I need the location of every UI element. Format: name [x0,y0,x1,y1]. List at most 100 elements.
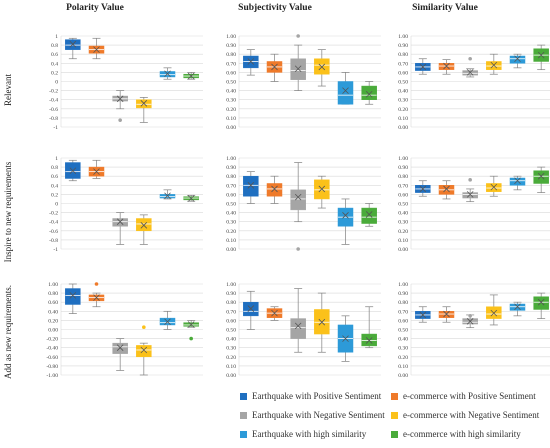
y-tick-label: 0.80 [226,174,236,180]
y-tick-label: 0.60 [226,70,236,76]
legend-swatch [391,430,398,438]
mean-marker [140,100,148,107]
box [337,81,354,105]
mean-marker [93,294,100,301]
mean-marker [514,55,521,63]
y-tick-label: 0.80 [398,300,408,306]
mean-marker [247,58,255,65]
legend-item: e-commerce with high similarity [391,429,521,439]
mean-marker [164,192,171,200]
y-tick-label: 0.60 [398,70,408,76]
y-tick-label: 0.20 [398,355,408,361]
y-tick-label: 0.50 [226,80,236,86]
y-tick-label: -0.2 [49,211,58,217]
mean-marker [247,305,255,312]
mean-marker [342,87,349,94]
mean-marker [187,321,195,328]
y-tick-label: 0.20 [398,107,408,113]
y-tick-label: 0.30 [226,346,236,352]
y-tick-label: 1 [55,34,58,40]
y-tick-label: 1 [55,156,58,162]
y-tick-label: 0.30 [398,220,408,226]
mean-marker [116,344,124,351]
legend: Earthquake with Positive Sentiment e-comm… [240,388,546,444]
y-tick-label: 0.80 [398,52,408,58]
y-tick-label: 0.10 [398,364,408,370]
box [290,189,306,211]
y-tick-label: 0.40 [226,211,236,217]
y-tick-label: -0.8 [49,116,58,122]
mean-marker [140,222,148,229]
box [266,183,283,197]
y-tick-label: 0.00 [398,125,408,131]
column-title: Subjectivity Value [238,3,312,13]
box [533,170,549,184]
mean-marker [365,337,373,344]
mean-marker [93,46,100,53]
y-tick-label: 0.90 [398,291,408,297]
mean-marker [318,63,326,71]
mean-marker [342,335,349,342]
y-tick-label: 0.00 [398,373,408,379]
mean-marker [419,185,427,193]
y-tick-label: -1.00 [46,373,58,379]
box [112,342,128,354]
mean-marker [514,177,521,185]
box [65,288,81,305]
box [112,218,128,227]
y-tick-label: 0.60 [226,318,236,324]
box [509,177,526,186]
y-tick-label: -0.20 [46,337,58,343]
box [361,207,377,224]
outlier-point [296,34,300,38]
y-tick-label: 0.40 [398,211,408,217]
mean-marker [466,69,474,76]
y-tick-label: 0.6 [51,174,58,180]
column-title: Polarity Value [66,3,124,13]
y-tick-label: 0.00 [226,373,236,379]
mean-marker [294,65,302,73]
legend-swatch [391,411,398,419]
mean-marker [466,191,474,198]
box [533,296,549,310]
mean-marker [365,211,373,218]
y-tick-label: 0.60 [398,192,408,198]
legend-label: Earthquake with Positive Sentiment [252,391,382,401]
box [243,175,259,197]
y-tick-label: 1.00 [48,282,58,288]
y-tick-label: -0.6 [49,107,58,113]
mean-marker [294,193,302,201]
mean-marker [365,90,373,98]
mean-marker [271,185,278,193]
y-tick-label: 0.20 [398,229,408,235]
y-tick-label: 0.80 [226,52,236,58]
mean-marker [443,185,450,193]
mean-marker [514,303,521,311]
y-tick-label: 0.00 [226,125,236,131]
mean-marker [342,212,349,219]
mean-marker [116,95,124,103]
y-tick-label: -0.2 [49,89,58,95]
y-tick-label: -0.4 [49,98,58,104]
y-tick-label: 0.40 [226,89,236,95]
mean-marker [443,62,450,70]
mean-marker [466,318,474,325]
legend-item: Earthquake with Negative Sentiment [240,410,385,420]
mean-marker [537,172,545,180]
legend-item: e-commerce with Negative Sentiment [391,410,539,420]
y-tick-label: 0.20 [226,355,236,361]
mean-marker [490,183,498,191]
y-tick-label: 0.70 [398,183,408,189]
outlier-point [118,118,122,122]
y-tick-label: 0.40 [398,337,408,343]
y-tick-label: 0.80 [398,174,408,180]
y-tick-label: 0 [55,80,58,86]
mean-marker [419,63,427,71]
y-tick-label: 0.4 [51,61,58,67]
y-tick-label: 0.20 [226,229,236,235]
y-tick-label: 0.50 [226,328,236,334]
y-tick-label: 1.00 [398,156,408,162]
y-tick-label: 0.30 [226,220,236,226]
y-tick-label: 0.50 [226,202,236,208]
